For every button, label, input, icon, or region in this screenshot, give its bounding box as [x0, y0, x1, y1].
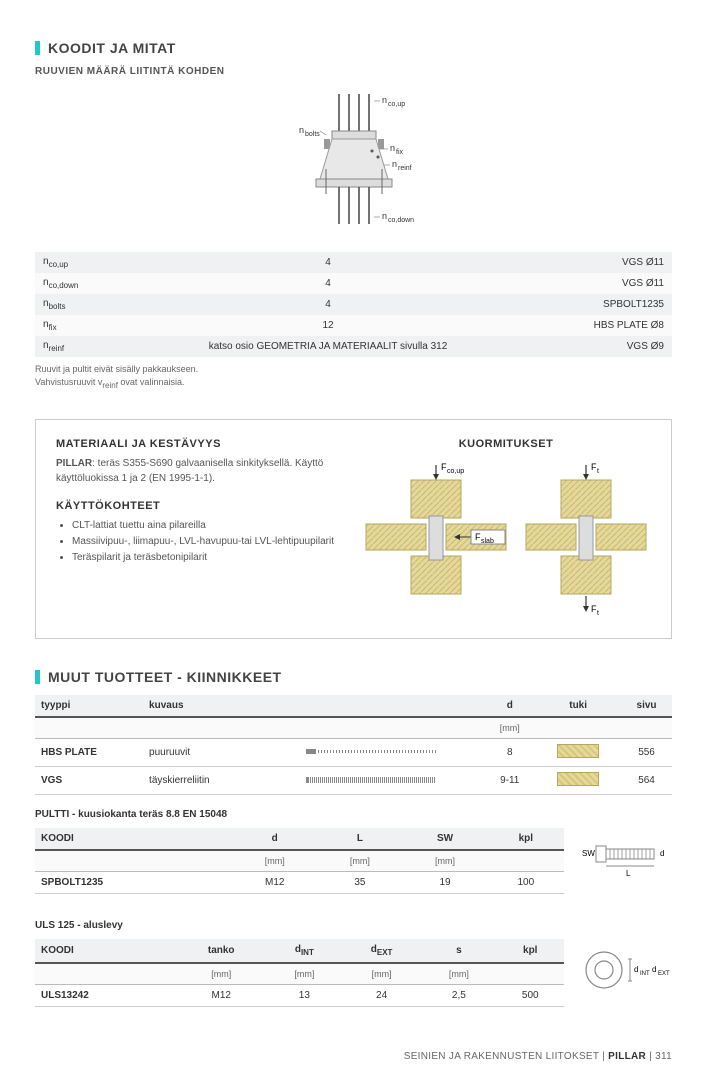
load-diagram-1: Fco,up Fslab: [361, 460, 511, 620]
th: tyyppi: [35, 695, 143, 717]
washer-subhead: ULS 125 - aluslevy: [35, 920, 672, 931]
svg-text:reinf: reinf: [398, 165, 412, 172]
svg-text:n: n: [390, 143, 395, 153]
table-row: nco,up4VGS Ø11: [35, 252, 672, 273]
table-row: nco,down4VGS Ø11: [35, 273, 672, 294]
list-item: Teräspilarit ja teräsbetonipilarit: [72, 550, 341, 566]
table-row: VGS täyskierreliitin 9-11 564: [35, 766, 672, 794]
screw-icon: [306, 749, 436, 754]
table-row: nreinfkatso osio GEOMETRIA JA MATERIAALI…: [35, 336, 672, 357]
table-row: nbolts4SPBOLT1235: [35, 294, 672, 315]
info-right: KUORMITUKSET Fco,up Fslab: [361, 438, 651, 620]
svg-text:L: L: [626, 869, 631, 878]
section-title-text: MUUT TUOTTEET - KIINNIKKEET: [48, 669, 282, 685]
th: [258, 695, 484, 717]
svg-text:d: d: [652, 965, 656, 974]
table-row: HBS PLATE puuruuvit 8 556: [35, 738, 672, 766]
subsection-title: RUUVIEN MÄÄRÄ LIITINTÄ KOHDEN: [35, 66, 672, 77]
svg-text:EXT: EXT: [658, 971, 670, 977]
th: tuki: [535, 695, 621, 717]
note-line: Ruuvit ja pultit eivät sisälly pakkaukse…: [35, 363, 672, 376]
svg-text:d: d: [660, 849, 664, 858]
bolt-diagram: SW d L: [582, 828, 672, 882]
svg-text:SW: SW: [582, 849, 595, 858]
parameters-table: nco,up4VGS Ø11 nco,down4VGS Ø11 nbolts4S…: [35, 252, 672, 357]
loads-heading: KUORMITUKSET: [361, 438, 651, 450]
th: sivu: [621, 695, 672, 717]
th: d: [484, 695, 535, 717]
washer-diagram: dINT dEXT: [582, 939, 672, 998]
svg-text:fix: fix: [396, 149, 404, 156]
loads-diagrams: Fco,up Fslab Ft Ft: [361, 460, 651, 620]
info-box: MATERIAALI JA KESTÄVYYS PILLAR: teräs S3…: [35, 419, 672, 639]
bolt-subhead: PULTTI - kuusiokanta teräs 8.8 EN 15048: [35, 809, 672, 820]
table-row: nfix12HBS PLATE Ø8: [35, 315, 672, 336]
washer-table: KOODI tanko dINT dEXT s kpl [mm][mm][mm]…: [35, 939, 564, 1007]
accent-bar: [35, 670, 40, 684]
accent-bar: [35, 41, 40, 55]
table-row: ULS13242M1213242,5500: [35, 984, 564, 1006]
section-title-text: KOODIT JA MITAT: [48, 40, 176, 56]
svg-text:INT: INT: [640, 971, 650, 977]
svg-text:t: t: [597, 610, 599, 617]
use-list: CLT-lattiat tuettu aina pilareilla Massi…: [56, 518, 341, 566]
svg-text:n: n: [299, 125, 304, 135]
material-heading: MATERIAALI JA KESTÄVYYS: [56, 438, 341, 450]
svg-text:n: n: [382, 95, 387, 105]
th: kuvaus: [143, 695, 258, 717]
connector-diagram: nco,up nbolts nfix nreinf nco,down: [35, 89, 672, 232]
svg-text:co,down: co,down: [388, 217, 414, 224]
wood-icon: [557, 744, 599, 758]
screw-icon: [306, 777, 436, 783]
list-item: Massiivipuu-, liimapuu-, LVL-havupuu-tai…: [72, 534, 341, 550]
table-row: SPBOLT1235M123519100: [35, 871, 564, 893]
svg-text:slab: slab: [481, 538, 494, 545]
table-notes: Ruuvit ja pultit eivät sisälly pakkaukse…: [35, 363, 672, 391]
svg-text:co,up: co,up: [388, 101, 405, 108]
bolt-table: KOODIdLSWkpl [mm][mm][mm] SPBOLT1235M123…: [35, 828, 564, 894]
svg-text:bolts: bolts: [305, 131, 320, 138]
section-koodit-title: KOODIT JA MITAT: [35, 40, 672, 56]
svg-text:co,up: co,up: [447, 468, 464, 475]
svg-text:n: n: [382, 211, 387, 221]
svg-text:d: d: [634, 965, 638, 974]
material-text: PILLAR: teräs S355-S690 galvaanisella si…: [56, 456, 341, 486]
svg-text:t: t: [597, 468, 599, 475]
fasteners-table: tyyppi kuvaus d tuki sivu [mm] HBS PLATE…: [35, 695, 672, 795]
svg-text:n: n: [392, 159, 397, 169]
note-line: Vahvistusruuvit vreinf ovat valinnaisia.: [35, 376, 672, 391]
wood-icon: [557, 772, 599, 786]
use-heading: KÄYTTÖKOHTEET: [56, 500, 341, 512]
section-muut-title: MUUT TUOTTEET - KIINNIKKEET: [35, 669, 672, 685]
info-left: MATERIAALI JA KESTÄVYYS PILLAR: teräs S3…: [56, 438, 341, 620]
list-item: CLT-lattiat tuettu aina pilareilla: [72, 518, 341, 534]
page-footer: SEINIEN JA RAKENNUSTEN LIITOKSET | PILLA…: [35, 1051, 672, 1062]
load-diagram-2: Ft Ft: [521, 460, 651, 620]
